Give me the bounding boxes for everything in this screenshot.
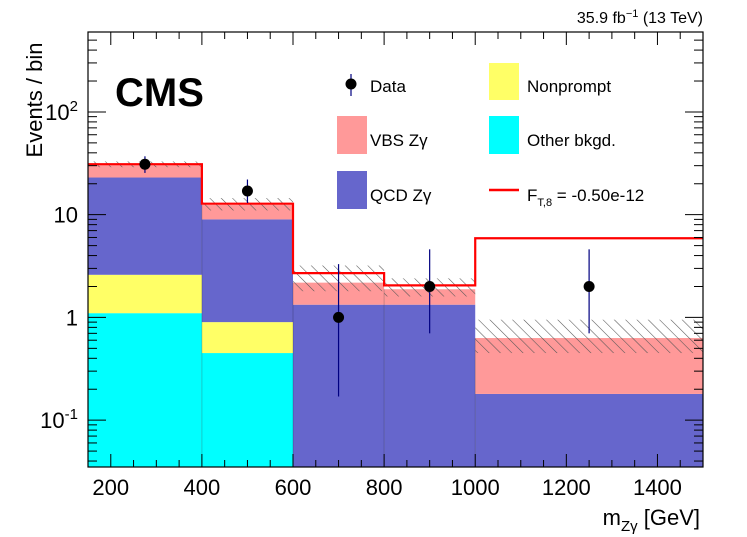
legend-entry-nonprompt: Nonprompt <box>489 63 611 100</box>
stack-bar-other-bkgd-bin-0 <box>88 313 202 467</box>
y-tick-label-2: 10 <box>54 203 78 228</box>
x-tick-label-1: 400 <box>184 475 221 500</box>
stack-bar-qcd-z-bin-1 <box>201 219 293 323</box>
x-axis-title-main: m <box>603 505 621 530</box>
stack-bar-qcd-z-bin-0 <box>88 177 202 275</box>
legend-swatch-nonprompt <box>489 63 519 100</box>
legend-entry-data: Data <box>345 74 406 96</box>
legend-data-marker <box>345 78 357 90</box>
legend-entry-vbs: VBS Zγ <box>337 116 428 154</box>
legend-label-data: Data <box>370 77 406 96</box>
legend-swatch-qcd <box>337 171 367 209</box>
data-point-1 <box>241 185 253 197</box>
stack-bar-qcd-z-bin-4 <box>475 393 703 467</box>
legend: Data Nonprompt VBS Zγ Other bkgd. QCD Zγ… <box>337 63 644 209</box>
data-point-4 <box>583 280 595 292</box>
x-tick-label-2: 600 <box>275 475 312 500</box>
data-point-3 <box>424 280 436 292</box>
legend-swatch-other <box>489 116 519 154</box>
x-tick-label-0: 200 <box>92 475 129 500</box>
legend-label-qcd: QCD Zγ <box>370 186 432 205</box>
legend-swatch-vbs <box>337 116 367 154</box>
plot-frame <box>87 31 704 468</box>
legend-entry-qcd: QCD Zγ <box>337 171 432 209</box>
legend-label-other: Other bkgd. <box>527 131 616 150</box>
luminosity-label: 35.9 fb−1 (13 TeV) <box>577 8 703 27</box>
y-tick-label-3: 102 <box>45 98 78 125</box>
x-tick-label-6: 1400 <box>633 475 682 500</box>
stack-bar-other-bkgd-bin-1 <box>201 353 293 467</box>
axes-layer: 200 400 600 800 1000 1200 1400 10-1 1 10 102 <box>40 31 704 500</box>
x-tick-label-5: 1200 <box>542 475 591 500</box>
x-axis-title: mZγ [GeV] <box>603 505 700 535</box>
y-axis-title: Events / bin <box>22 43 47 158</box>
data-point-2 <box>333 311 345 323</box>
x-tick-label-4: 1000 <box>451 475 500 500</box>
legend-entry-signal: FT,8 = -0.50e-12 <box>489 186 644 209</box>
data-point-0 <box>139 158 151 170</box>
legend-entry-other: Other bkgd. <box>489 116 616 154</box>
y-tick-label-0: 10-1 <box>40 406 78 433</box>
stack-bar-nonprompt-bin-1 <box>201 322 293 354</box>
x-axis-title-unit: [GeV] <box>644 505 700 530</box>
legend-label-vbs: VBS Zγ <box>370 131 428 150</box>
x-tick-label-3: 800 <box>366 475 403 500</box>
y-tick-label-1: 1 <box>66 305 78 330</box>
experiment-label: CMS <box>115 71 204 115</box>
stack-bar-nonprompt-bin-0 <box>88 274 202 314</box>
x-axis-title-sub: Zγ <box>621 518 638 535</box>
plot-content <box>88 156 703 467</box>
legend-label-nonprompt: Nonprompt <box>527 77 611 96</box>
legend-label-signal: FT,8 = -0.50e-12 <box>527 186 644 209</box>
